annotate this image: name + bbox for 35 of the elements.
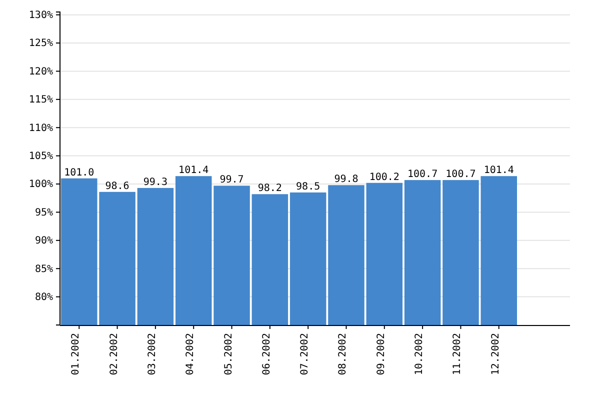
y-tick-label: 100% (28, 179, 53, 190)
y-tick-label: 120% (28, 66, 53, 78)
y-tick-label: 110% (28, 122, 53, 134)
y-tick-label: 95% (34, 207, 53, 218)
y-tick-label: 125% (28, 38, 53, 50)
x-tick-label: 02.2002 (108, 333, 120, 376)
data-label: 100.2 (369, 172, 400, 183)
data-label: 100.7 (446, 169, 476, 180)
x-tick-label: 07.2002 (300, 333, 311, 376)
data-label: 98.6 (105, 180, 130, 192)
y-tick-label: 80% (34, 292, 53, 303)
x-tick-label: 06.2002 (261, 333, 272, 376)
x-tick-label: 04.2002 (185, 333, 196, 376)
data-label: 98.2 (258, 183, 282, 194)
y-tick-label: 115% (28, 94, 53, 106)
x-tick-label: 08.2002 (338, 333, 349, 376)
data-label: 101.4 (484, 165, 514, 176)
x-tick-label: 10.2002 (414, 333, 426, 376)
data-label: 101.0 (64, 167, 94, 178)
data-label: 99.3 (143, 176, 168, 188)
x-tick-label: 12.2002 (490, 333, 502, 376)
x-tick-label: 05.2002 (223, 333, 234, 376)
y-tick-label: 85% (34, 264, 53, 275)
y-tick-label: 105% (28, 151, 53, 162)
y-tick-label: 130% (28, 10, 53, 22)
x-tick-label: 03.2002 (146, 333, 158, 376)
data-label: 101.4 (178, 165, 209, 176)
data-label: 99.7 (220, 174, 244, 186)
data-label: 99.8 (334, 174, 358, 186)
y-tick-label: 90% (34, 236, 53, 247)
x-tick-label: 09.2002 (376, 333, 387, 376)
data-label: 98.5 (296, 181, 320, 192)
x-tick-label: 11.2002 (452, 333, 464, 376)
x-tick-label: 01.2002 (70, 333, 82, 376)
data-label: 100.7 (408, 169, 438, 180)
